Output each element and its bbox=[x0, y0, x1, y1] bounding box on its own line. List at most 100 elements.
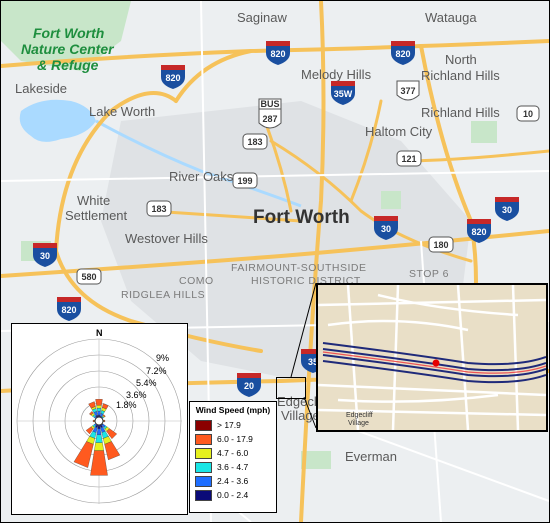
interstate-shield-820: 820 bbox=[161, 65, 185, 89]
label-lakeside: Lakeside bbox=[15, 81, 67, 96]
svg-text:20: 20 bbox=[244, 381, 254, 391]
wind-rose-petal bbox=[103, 419, 106, 423]
label-stop6: STOP 6 bbox=[409, 268, 449, 280]
label-nature-center-3: & Refuge bbox=[37, 57, 99, 73]
label-nature-center-1: Fort Worth bbox=[33, 25, 104, 41]
legend-swatch bbox=[195, 489, 212, 501]
svg-text:35: 35 bbox=[308, 357, 318, 367]
legend-label: 0.0 - 2.4 bbox=[217, 490, 249, 500]
inset-map: Edgecliff Village bbox=[316, 283, 548, 432]
wind-rose-petal bbox=[90, 450, 108, 476]
svg-text:820: 820 bbox=[165, 73, 180, 83]
inset-caption-edgecliff: Edgecliff bbox=[346, 412, 373, 419]
state-shield-199: 199 bbox=[232, 172, 258, 189]
legend-label: 6.0 - 17.9 bbox=[217, 434, 253, 444]
label-edgecliff: Edgecliff bbox=[277, 394, 327, 409]
wind-rose-petal bbox=[73, 441, 94, 468]
svg-text:287: 287 bbox=[262, 114, 277, 124]
wind-rose-petal bbox=[95, 434, 103, 443]
label-everman: Everman bbox=[345, 449, 397, 464]
state-shield-580: 580 bbox=[76, 268, 102, 285]
legend-title: Wind Speed (mph) bbox=[195, 405, 271, 415]
legend-item: > 17.9 bbox=[195, 418, 276, 432]
monitor-site-marker bbox=[432, 359, 440, 367]
legend-label: > 17.9 bbox=[217, 420, 241, 430]
state-shield-121: 121 bbox=[396, 150, 422, 167]
label-white: White bbox=[77, 193, 110, 208]
svg-text:820: 820 bbox=[270, 49, 285, 59]
ring-label-1.8: 1.8% bbox=[116, 400, 137, 410]
interstate-shield-30: 30 bbox=[33, 243, 57, 267]
svg-text:377: 377 bbox=[400, 86, 415, 96]
label-settlement: Settlement bbox=[65, 208, 128, 223]
label-nature-center-2: Nature Center bbox=[21, 41, 115, 57]
legend-label: 4.7 - 6.0 bbox=[217, 448, 249, 458]
wind-rose-petal bbox=[89, 411, 94, 416]
wind-rose-petal bbox=[104, 441, 121, 461]
svg-text:580: 580 bbox=[81, 272, 96, 282]
interstate-shield-820: 820 bbox=[467, 219, 491, 243]
nature-preserve bbox=[1, 1, 131, 71]
wind-rose-center bbox=[94, 416, 104, 426]
trinity-river bbox=[95, 119, 302, 208]
inset-leader-bottom bbox=[303, 396, 317, 429]
legend-item: 6.0 - 17.9 bbox=[195, 432, 276, 446]
svg-text:183: 183 bbox=[151, 204, 166, 214]
interstate-shield-30: 30 bbox=[495, 197, 519, 221]
state-shield-183: 183 bbox=[242, 133, 268, 150]
interstate-shield-20: 20 bbox=[237, 373, 261, 397]
state-shield-183: 183 bbox=[146, 200, 172, 217]
lake-worth bbox=[19, 99, 96, 142]
svg-text:183: 183 bbox=[247, 137, 262, 147]
wind-rose-petals bbox=[73, 399, 121, 476]
svg-text:820: 820 bbox=[61, 305, 76, 315]
interstate-shield-820: 820 bbox=[266, 41, 290, 65]
wind-rose-petal bbox=[102, 414, 106, 418]
svg-text:820: 820 bbox=[471, 227, 486, 237]
wind-rose-petal bbox=[97, 410, 101, 416]
label-melody-hills: Melody Hills bbox=[301, 67, 372, 82]
inset-caption-village: Village bbox=[348, 420, 369, 427]
label-richland-hills-n: Richland Hills bbox=[421, 68, 500, 83]
label-lake-worth: Lake Worth bbox=[89, 104, 155, 119]
us-shield-287: BUS 287 bbox=[258, 98, 282, 129]
label-haltom-city: Haltom City bbox=[365, 124, 433, 139]
label-watauga: Watauga bbox=[425, 10, 477, 25]
label-richland-hills: Richland Hills bbox=[421, 105, 500, 120]
svg-text:30: 30 bbox=[502, 205, 512, 215]
svg-text:BUS: BUS bbox=[260, 99, 279, 109]
us-shield-377: 377 bbox=[396, 80, 420, 101]
wind-rose-petal bbox=[96, 408, 102, 412]
label-fairmount: FAIRMOUNT-SOUTHSIDE bbox=[231, 262, 367, 274]
legend-swatch bbox=[195, 475, 212, 487]
svg-text:820: 820 bbox=[395, 49, 410, 59]
park-area bbox=[471, 121, 497, 143]
label-como: COMO bbox=[179, 275, 214, 287]
interstate-shield-820: 820 bbox=[57, 297, 81, 321]
wind-rose-petal bbox=[97, 424, 101, 430]
label-river-oaks: River Oaks bbox=[169, 169, 234, 184]
legend-label: 2.4 - 3.6 bbox=[217, 476, 249, 486]
interstate-shield-35w: 35W bbox=[331, 81, 355, 105]
label-north: North bbox=[445, 52, 477, 67]
ring-label-3.6: 3.6% bbox=[126, 390, 147, 400]
park-area bbox=[381, 191, 401, 209]
svg-text:180: 180 bbox=[433, 240, 448, 250]
wind-rose-petal bbox=[96, 428, 102, 435]
wind-rose-petal bbox=[85, 426, 94, 435]
svg-text:35W: 35W bbox=[334, 89, 353, 99]
label-village: Village bbox=[281, 408, 320, 423]
label-saginaw: Saginaw bbox=[237, 10, 287, 25]
wind-rose-north-label: N bbox=[96, 328, 103, 338]
zoom-box bbox=[276, 377, 306, 399]
svg-text:30: 30 bbox=[40, 251, 50, 261]
svg-text:199: 199 bbox=[237, 176, 252, 186]
wind-rose-petal bbox=[96, 405, 102, 409]
wind-rose-petal bbox=[94, 442, 104, 451]
legend-swatch bbox=[195, 419, 212, 431]
legend-swatch bbox=[195, 447, 212, 459]
svg-text:30: 30 bbox=[381, 224, 391, 234]
legend-swatch bbox=[195, 433, 212, 445]
ring-label-9: 9% bbox=[156, 353, 169, 363]
